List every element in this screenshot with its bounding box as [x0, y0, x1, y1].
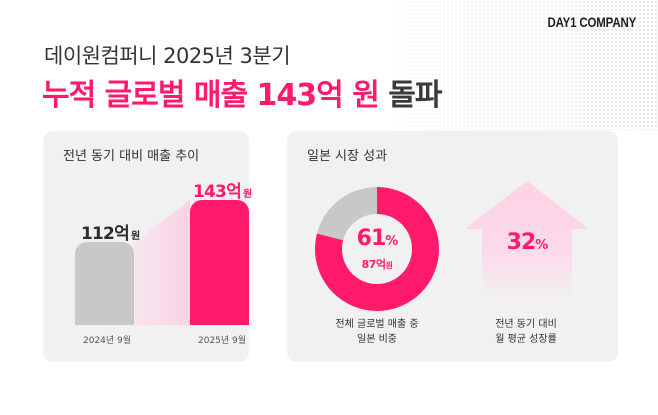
bar-2024 [75, 242, 134, 325]
bar-value-2024: 112억 원 [81, 224, 140, 244]
bar-label-2024: 2024년 9월 [83, 336, 132, 346]
headline-highlight: 누적 글로벌 매출 143억 원 [42, 78, 380, 113]
card-title: 전년 동기 대비 매출 추이 [63, 149, 200, 164]
growth-percent: 32% [506, 230, 549, 255]
page-title: 누적 글로벌 매출 143억 원 돌파 [42, 70, 442, 114]
donut-center: 61% 87억원 [342, 214, 412, 284]
bar-label-2025: 2025년 9월 [198, 336, 247, 346]
donut-percent: 61% [356, 226, 399, 251]
japan-share-donut: 61% 87억원 [315, 187, 439, 311]
donut-amount: 87억원 [361, 258, 393, 271]
bar-2025 [190, 200, 249, 325]
donut-caption: 전체 글로벌 매출 중 일본 비중 [335, 319, 419, 345]
page-subtitle: 데이원컴퍼니 2025년 3분기 [44, 44, 291, 68]
dotted-world-map [398, 0, 658, 130]
card-title: 일본 시장 성과 [307, 149, 388, 164]
arrow-up-icon [465, 181, 589, 301]
japan-market-card: 일본 시장 성과 61% 87억원 전체 글로벌 매출 중 일본 비중 32% … [287, 131, 618, 362]
bar-value-2025: 143억 원 [193, 182, 252, 202]
headline-rest: 돌파 [388, 78, 442, 113]
growth-caption: 전년 동기 대비 월 평균 성장률 [495, 319, 557, 345]
growth-bridge [134, 200, 190, 325]
sales-trend-card: 전년 동기 대비 매출 추이 112억 원 143억 원 2024년 9월 2025… [43, 131, 252, 362]
brand-logo: DAY1 COMPANY [547, 14, 636, 30]
